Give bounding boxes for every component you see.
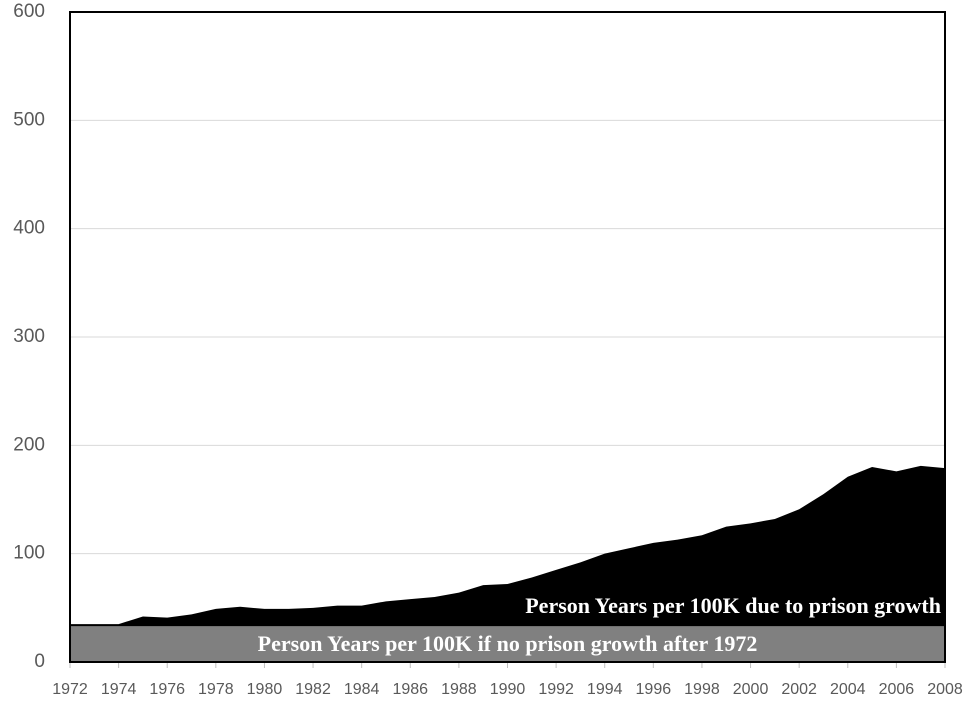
- plot-border: [69, 11, 946, 663]
- y-tick-label: 500: [13, 109, 45, 130]
- x-tick-label: 2002: [781, 681, 817, 698]
- x-tick-label: 2004: [830, 681, 866, 698]
- y-tick-label: 400: [13, 218, 45, 239]
- x-tick-label: 1978: [198, 681, 234, 698]
- x-tick-label: 2000: [733, 681, 769, 698]
- y-tick-label: 200: [13, 434, 45, 455]
- x-tick-label: 1982: [295, 681, 331, 698]
- y-tick-label: 600: [13, 1, 45, 22]
- area: [70, 626, 945, 662]
- x-tick-label: 1976: [149, 681, 185, 698]
- x-tick-label: 1988: [441, 681, 477, 698]
- x-tick-label: 1972: [52, 681, 88, 698]
- area-label: Person Years per 100K due to prison grow…: [525, 593, 941, 618]
- area: [70, 465, 945, 627]
- x-tick-label: 1990: [490, 681, 526, 698]
- x-tick-label: 1984: [344, 681, 380, 698]
- y-tick-label: 100: [13, 543, 45, 564]
- x-tick-label: 1998: [684, 681, 720, 698]
- y-tick-label: 300: [13, 326, 45, 347]
- x-tick-label: 1974: [101, 681, 137, 698]
- x-tick-label: 1992: [538, 681, 574, 698]
- x-tick-label: 1996: [636, 681, 672, 698]
- x-tick-label: 1994: [587, 681, 623, 698]
- x-tick-label: 1986: [392, 681, 428, 698]
- x-tick-label: 1980: [247, 681, 283, 698]
- area-label: Person Years per 100K if no prison growt…: [258, 631, 758, 656]
- y-tick-label: 0: [34, 651, 45, 672]
- x-tick-label: 2006: [879, 681, 915, 698]
- x-tick-label: 2008: [927, 681, 963, 698]
